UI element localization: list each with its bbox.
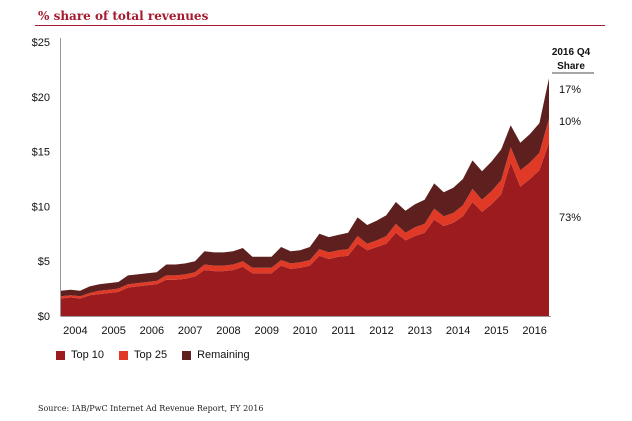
y-tick-label: $5 <box>38 256 50 268</box>
title-rule <box>35 25 605 26</box>
legend: Top 10 Top 25 Remaining <box>56 349 250 361</box>
x-tick-label: 2016 <box>522 325 546 337</box>
x-tick-label: 2008 <box>216 325 240 337</box>
legend-label-top-25: Top 25 <box>134 349 168 361</box>
share-title-line-1: 2016 Q4 <box>552 47 591 58</box>
area-layers <box>61 78 549 316</box>
y-tick-label: $0 <box>38 311 50 323</box>
chart-title: % share of total revenues <box>38 9 209 23</box>
area-top-10 <box>61 142 549 316</box>
y-tick-label: $25 <box>32 37 50 49</box>
x-tick-label: 2012 <box>369 325 393 337</box>
legend-swatch-remaining <box>182 350 192 360</box>
x-tick-label: 2015 <box>484 325 508 337</box>
y-tick-labels: $25 $20 $15 $10 $5 $0 <box>32 37 50 323</box>
legend-item-remaining: Remaining <box>182 349 250 361</box>
y-tick-label: $15 <box>32 147 50 159</box>
axes <box>60 38 551 317</box>
source-note: Source: IAB/PwC Internet Ad Revenue Repo… <box>38 404 264 413</box>
legend-label-top-10: Top 10 <box>71 349 105 361</box>
area-top-25 <box>61 118 549 299</box>
x-tick-label: 2006 <box>140 325 164 337</box>
y-tick-label: $10 <box>32 201 50 213</box>
x-tick-label: 2014 <box>446 325 470 337</box>
share-label-top-10: 73% <box>559 212 581 224</box>
legend-label-remaining: Remaining <box>197 349 250 361</box>
legend-item-top-25: Top 25 <box>119 349 167 361</box>
x-tick-label: 2013 <box>408 325 432 337</box>
legend-item-top-10: Top 10 <box>56 349 104 361</box>
share-title-line-2: Share <box>557 61 585 72</box>
y-tick-label: $20 <box>32 92 50 104</box>
x-tick-label: 2005 <box>101 325 125 337</box>
x-tick-label: 2009 <box>254 325 278 337</box>
share-label-top-25: 10% <box>559 116 581 128</box>
area-remaining <box>61 78 549 297</box>
x-tick-label: 2010 <box>293 325 317 337</box>
x-tick-label: 2007 <box>178 325 202 337</box>
x-tick-labels: 2004 2005 2006 2007 2008 2009 2010 2011 2012 2013… <box>63 325 547 337</box>
x-tick-label: 2011 <box>331 325 355 337</box>
legend-swatch-top-10 <box>56 350 65 360</box>
x-tick-label: 2004 <box>63 325 87 337</box>
legend-swatch-top-25 <box>119 350 129 360</box>
share-label-remaining: 17% <box>559 84 581 96</box>
share-annotations: 2016 Q4 Share 17% 10% 73% <box>552 47 594 224</box>
